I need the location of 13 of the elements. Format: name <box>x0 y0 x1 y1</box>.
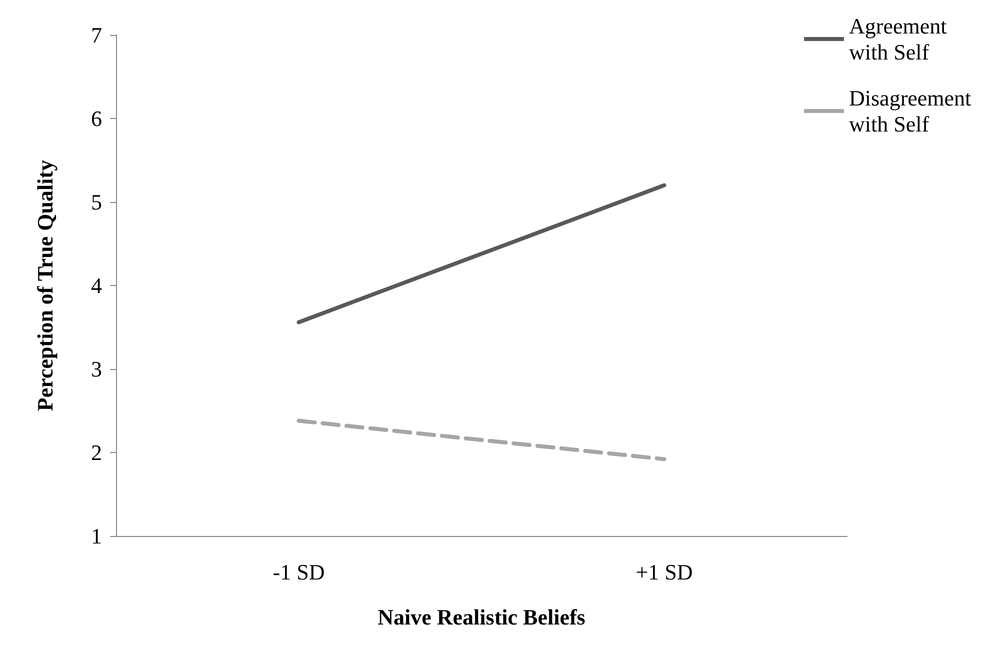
x-tick-label: -1 SD <box>272 560 325 584</box>
x-tick-label: +1 SD <box>636 560 693 584</box>
x-axis-title: Naive Realistic Beliefs <box>378 604 586 630</box>
y-tick-label: 7 <box>91 22 102 48</box>
y-tick-label: 4 <box>91 273 102 298</box>
y-tick-label: 5 <box>91 190 102 214</box>
y-tick-label: 6 <box>91 106 102 131</box>
legend-label: Disagreement with Self <box>849 86 977 136</box>
y-tick-label: 1 <box>91 524 102 548</box>
legend-label: Agreement with Self <box>849 14 952 64</box>
y-tick-label: 3 <box>91 356 102 382</box>
y-axis-title: Perception of True Quality <box>32 160 58 412</box>
y-tick-label: 2 <box>91 440 102 465</box>
